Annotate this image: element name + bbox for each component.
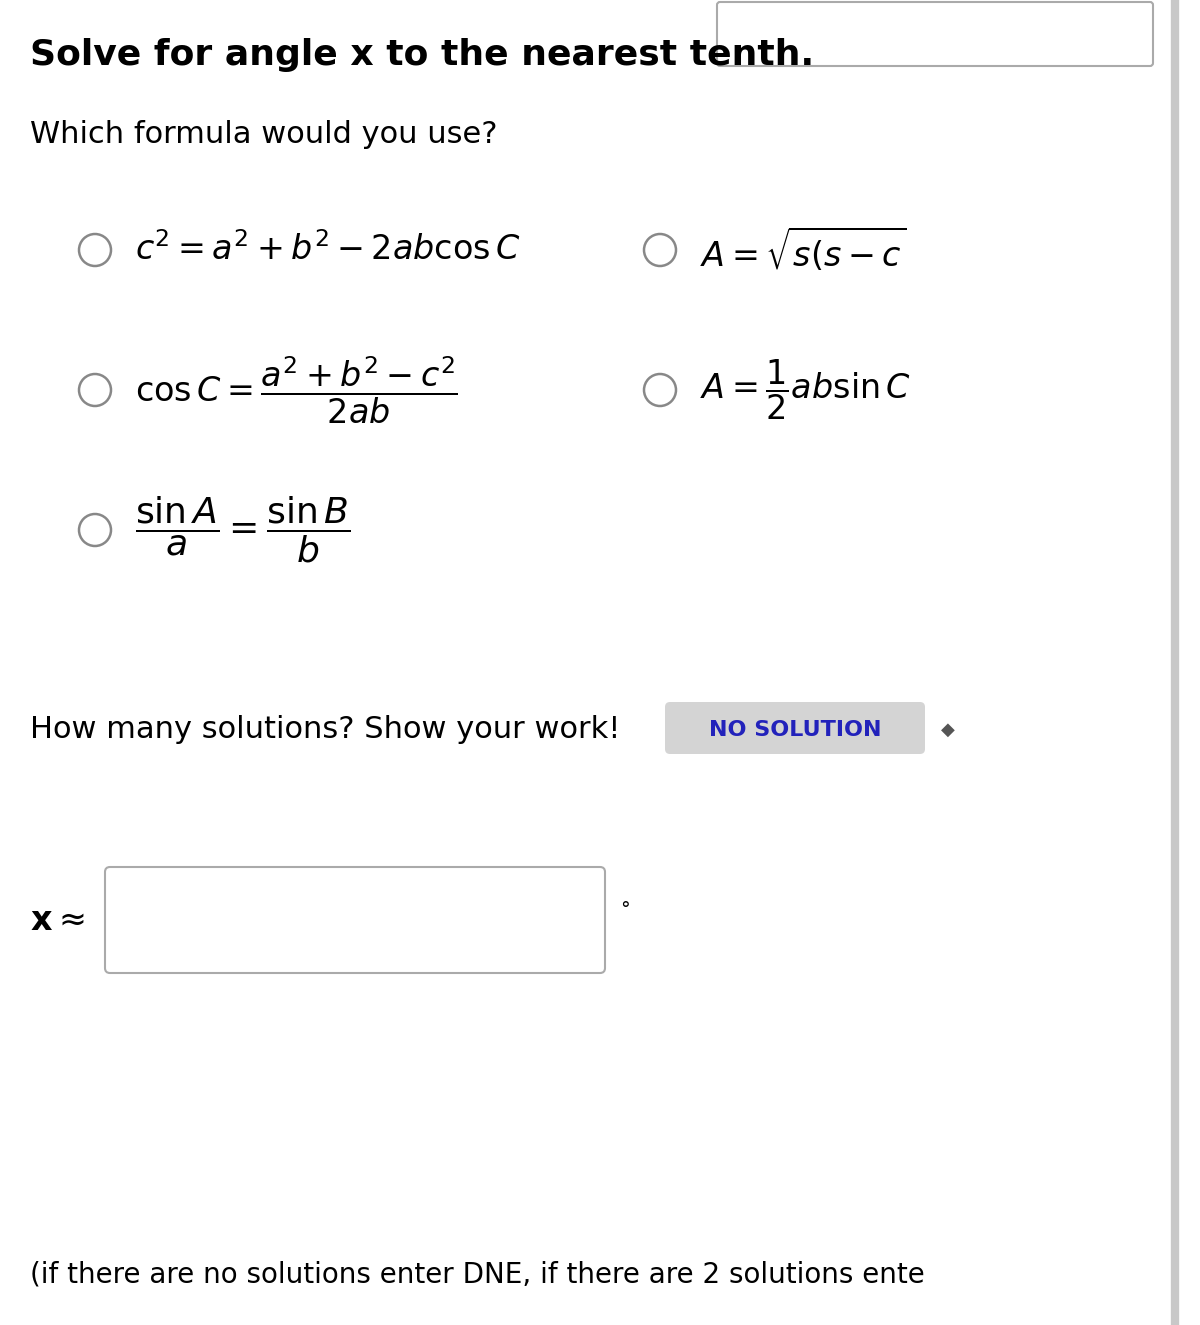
FancyBboxPatch shape [718,3,1153,66]
Text: $c^2 = a^2 + b^2 - 2ab\cos C$: $c^2 = a^2 + b^2 - 2ab\cos C$ [134,233,521,268]
Text: $A = \sqrt{s(s - c}$: $A = \sqrt{s(s - c}$ [700,227,906,274]
Text: $\dfrac{\sin A}{a} = \dfrac{\sin B}{b}$: $\dfrac{\sin A}{a} = \dfrac{\sin B}{b}$ [134,494,350,566]
Text: $A = \dfrac{1}{2}ab\sin C$: $A = \dfrac{1}{2}ab\sin C$ [700,358,911,423]
Text: (if there are no solutions enter DNE, if there are 2 solutions ente: (if there are no solutions enter DNE, if… [30,1260,925,1288]
FancyBboxPatch shape [106,867,605,973]
Text: °: ° [620,900,630,920]
Text: ◆: ◆ [941,721,955,739]
Text: Which formula would you use?: Which formula would you use? [30,121,498,148]
Text: NO SOLUTION: NO SOLUTION [709,719,881,739]
FancyBboxPatch shape [665,702,925,754]
Text: How many solutions? Show your work!: How many solutions? Show your work! [30,716,620,745]
Text: $\mathbf{x} \approx$: $\mathbf{x} \approx$ [30,904,84,937]
Text: $\cos C = \dfrac{a^2 + b^2 - c^2}{2ab}$: $\cos C = \dfrac{a^2 + b^2 - c^2}{2ab}$ [134,354,458,425]
Text: Solve for angle x to the nearest tenth.: Solve for angle x to the nearest tenth. [30,38,814,72]
